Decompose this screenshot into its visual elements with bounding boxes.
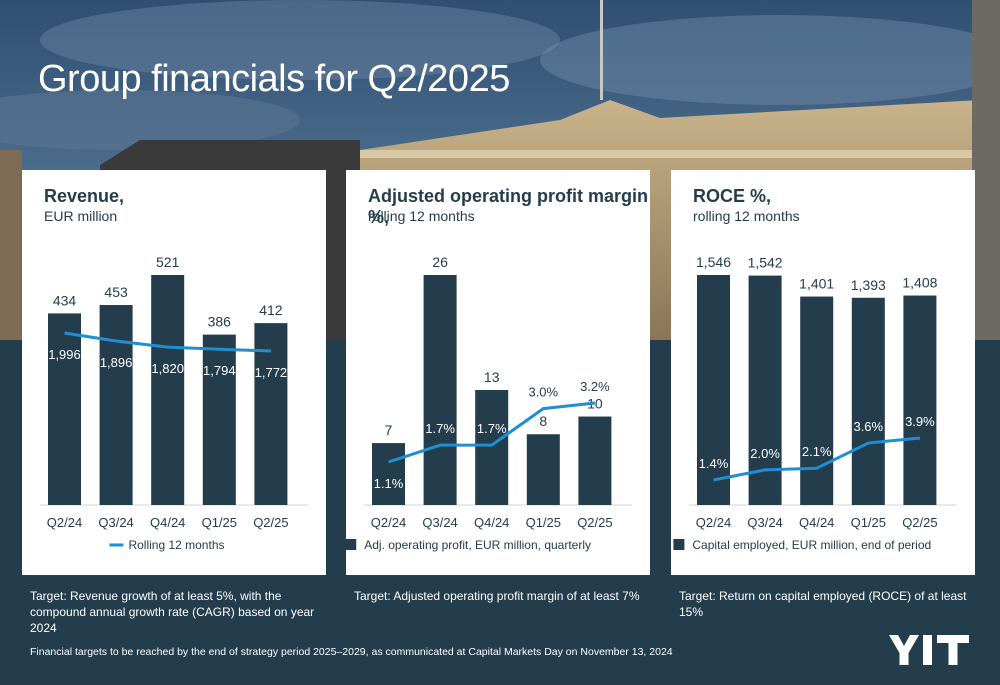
bar-value-label: 26 bbox=[432, 254, 448, 270]
line-value-label: 1.7% bbox=[425, 421, 455, 436]
category-tick-label: Q2/25 bbox=[253, 515, 288, 530]
margin-target-text: Target: Adjusted operating profit margin… bbox=[354, 589, 640, 603]
line-value-label: 3.0% bbox=[528, 385, 558, 400]
legend-label: Adj. operating profit, EUR million, quar… bbox=[364, 538, 591, 552]
bar-Q3-24 bbox=[99, 305, 133, 505]
bar-value-label: 1,542 bbox=[748, 255, 783, 271]
bar-Q2-24 bbox=[372, 443, 405, 505]
margin-chart-subtitle: rolling 12 months bbox=[368, 208, 475, 224]
line-value-label: 1,794 bbox=[203, 363, 236, 378]
page-title: Group financials for Q2/2025 bbox=[38, 58, 510, 100]
footer-note: Financial targets to be reached by the e… bbox=[30, 646, 673, 658]
bar-value-label: 434 bbox=[53, 292, 77, 308]
revenue-chart-title: Revenue, bbox=[44, 186, 125, 206]
roce-chart-subtitle: rolling 12 months bbox=[693, 208, 800, 224]
bar-value-label: 1,393 bbox=[851, 277, 886, 293]
bar-Q2-25 bbox=[903, 295, 937, 505]
category-tick-label: Q4/24 bbox=[150, 515, 185, 530]
roce-chart: 1,546 Q2/24 1,542 Q3/24 1,401 Q4/24 1,393 Q1/25… bbox=[673, 254, 957, 552]
bar-value-label: 10 bbox=[587, 396, 603, 412]
line-value-label: 1,996 bbox=[48, 347, 81, 362]
category-tick-label: Q3/24 bbox=[98, 515, 133, 530]
bar-Q1-25 bbox=[526, 434, 560, 505]
bar-value-label: 412 bbox=[259, 302, 283, 318]
line-value-label: 1,772 bbox=[255, 365, 288, 380]
margin-chart: 7 Q2/24 26 Q3/24 13 Q4/24 8 Q1/25 10 Q2/25 1.1% 1.7… bbox=[346, 254, 632, 552]
bar-value-label: 1,546 bbox=[696, 254, 731, 270]
revenue-chart: 434 Q2/24 453 Q3/24 521 Q4/24 386 Q1/25 412 Q2/25… bbox=[40, 254, 308, 552]
legend-label: Rolling 12 months bbox=[128, 538, 224, 552]
bar-Q2-24 bbox=[697, 275, 730, 505]
category-tick-label: Q2/24 bbox=[696, 515, 731, 530]
line-value-label: 1,896 bbox=[100, 355, 133, 370]
roce-target-text: Target: Return on capital employed (ROCE… bbox=[679, 589, 967, 619]
line-series bbox=[388, 401, 596, 464]
bar-value-label: 13 bbox=[484, 369, 500, 385]
line-series bbox=[713, 436, 921, 482]
bar-value-label: 386 bbox=[208, 314, 232, 330]
category-tick-label: Q1/25 bbox=[202, 515, 237, 530]
revenue-panel: Revenue, EUR million 434 Q2/24 453 Q3/24 521… bbox=[22, 170, 326, 575]
line-value-label: 3.6% bbox=[853, 419, 883, 434]
bar-Q4-24 bbox=[800, 296, 834, 505]
line-value-label: 1.4% bbox=[699, 456, 729, 471]
legend-square-marker bbox=[346, 539, 357, 550]
bar-Q4-24 bbox=[151, 275, 185, 505]
margin-panel: Adjusted operating profit margin %, roll… bbox=[346, 170, 650, 575]
bar-value-label: 1,408 bbox=[902, 275, 937, 291]
bar-Q1-25 bbox=[851, 297, 885, 505]
category-tick-label: Q1/25 bbox=[851, 515, 886, 530]
bar-value-label: 1,401 bbox=[799, 276, 834, 292]
bar-Q2-25 bbox=[578, 416, 612, 505]
bar-value-label: 521 bbox=[156, 254, 180, 270]
legend-label: Capital employed, EUR million, end of pe… bbox=[692, 538, 931, 552]
line-value-label: 3.2% bbox=[580, 379, 610, 394]
line-value-label: 1,820 bbox=[151, 361, 184, 376]
category-tick-label: Q1/25 bbox=[526, 515, 561, 530]
bar-value-label: 8 bbox=[539, 413, 547, 429]
bar-Q3-24 bbox=[748, 275, 782, 505]
bar-Q4-24 bbox=[475, 390, 509, 505]
roce-panel: ROCE %, rolling 12 months 1,546 Q2/24 1,54… bbox=[671, 170, 975, 575]
category-tick-label: Q4/24 bbox=[474, 515, 509, 530]
line-value-label: 2.0% bbox=[750, 446, 780, 461]
category-tick-label: Q2/24 bbox=[371, 515, 406, 530]
yit-logo bbox=[889, 635, 969, 665]
revenue-target-text: Target: Revenue growth of at least 5%, w… bbox=[30, 589, 315, 635]
revenue-chart-subtitle: EUR million bbox=[44, 208, 118, 224]
legend-square-marker bbox=[673, 539, 685, 550]
category-tick-label: Q3/24 bbox=[747, 515, 782, 530]
bar-Q3-24 bbox=[423, 275, 457, 505]
category-tick-label: Q2/25 bbox=[902, 515, 937, 530]
bar-Q2-24 bbox=[48, 313, 81, 505]
line-value-label: 3.9% bbox=[905, 414, 935, 429]
category-tick-label: Q2/24 bbox=[47, 515, 82, 530]
category-tick-label: Q4/24 bbox=[799, 515, 834, 530]
margin-chart-title: Adjusted operating profit margin %, bbox=[368, 186, 649, 227]
line-value-label: 1.7% bbox=[477, 421, 507, 436]
category-tick-label: Q2/25 bbox=[577, 515, 612, 530]
bar-value-label: 7 bbox=[385, 422, 393, 438]
line-series bbox=[64, 331, 271, 353]
line-value-label: 1.1% bbox=[374, 476, 404, 491]
bar-Q2-25 bbox=[254, 323, 288, 505]
category-tick-label: Q3/24 bbox=[422, 515, 457, 530]
roce-chart-title: ROCE %, bbox=[693, 186, 772, 206]
bar-value-label: 453 bbox=[104, 284, 128, 300]
bar-Q1-25 bbox=[202, 334, 236, 505]
line-value-label: 2.1% bbox=[802, 444, 832, 459]
